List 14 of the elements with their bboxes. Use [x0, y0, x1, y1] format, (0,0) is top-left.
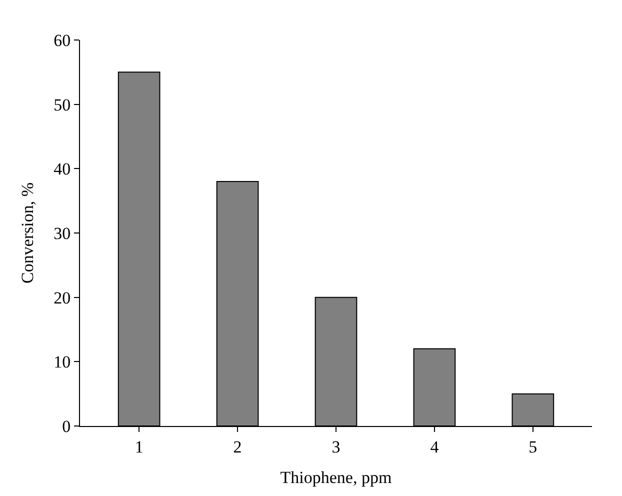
- x-tick-label: 1: [134, 437, 144, 456]
- y-tick-label: 60: [54, 30, 71, 50]
- y-tick-label: 50: [54, 95, 71, 114]
- x-axis-title: Thiophene, ppm: [280, 468, 392, 487]
- x-tick-label: 4: [430, 437, 440, 456]
- y-tick-label: 30: [54, 224, 71, 243]
- y-tick-label: 20: [54, 288, 71, 308]
- x-tick-label: 3: [332, 437, 340, 456]
- y-tick-label: 40: [54, 160, 71, 179]
- x-tick-label: 5: [528, 437, 538, 456]
- x-tick-label: 2: [233, 437, 242, 456]
- y-tick-label: 10: [54, 352, 71, 372]
- y-tick-label: 0: [62, 416, 71, 436]
- y-axis-title: Conversion, %: [18, 182, 38, 284]
